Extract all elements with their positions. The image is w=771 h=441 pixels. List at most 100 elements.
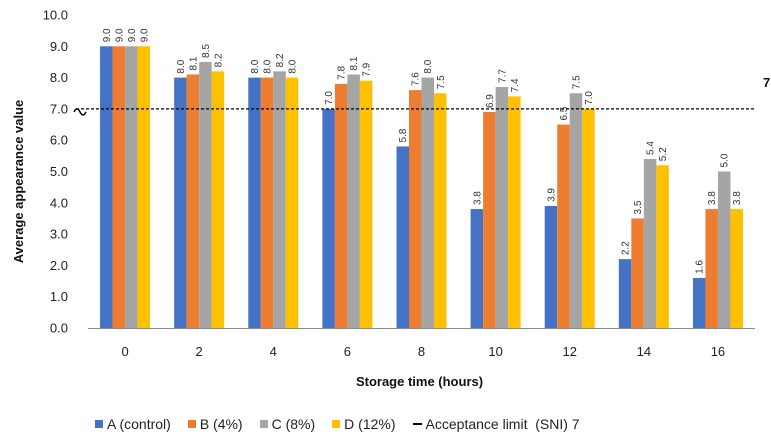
legend-label: D (12%)	[344, 416, 396, 432]
y-tick-label: 7.0	[50, 101, 68, 116]
legend-label: C (8%)	[271, 416, 316, 432]
bar	[483, 112, 496, 328]
data-label: 3.9	[546, 188, 557, 202]
data-label: 8.0	[176, 59, 187, 73]
data-label: 6.5	[559, 106, 570, 120]
data-label: 9.0	[114, 28, 125, 42]
legend-swatch	[332, 420, 341, 428]
bar	[544, 205, 558, 328]
bar	[508, 96, 521, 328]
data-label: 9.0	[139, 28, 150, 42]
legend-item: D (12%)	[332, 416, 396, 432]
bar-chart: 0.0 1.0 2.0 3.0 4.0 5.0 6.0 7.0 8.0 9.0 10.0 0 2 4 6 8…	[11, 8, 770, 390]
legend-item-acceptance-limit: Acceptance limit (SNI) 7	[412, 416, 580, 432]
data-label: 7.4	[510, 78, 521, 92]
x-tick-label: 8	[418, 344, 425, 359]
data-label: 6.9	[485, 94, 496, 108]
bar	[569, 93, 583, 328]
bar	[174, 77, 187, 328]
bar	[199, 61, 212, 328]
data-label: 8.5	[201, 44, 212, 58]
legend: A (control) B (4%) C (8%) D (12%) Acceptance…	[95, 416, 597, 432]
bar-series	[100, 46, 743, 329]
data-label: 3.8	[472, 191, 483, 205]
data-label: 8.0	[250, 59, 261, 73]
y-tick-labels: 0.0 1.0 2.0 3.0 4.0 5.0 6.0 7.0 8.0 9.0 10.0	[43, 8, 68, 336]
data-label: 8.0	[263, 59, 274, 73]
y-axis-title: Average appearance value	[11, 100, 26, 264]
legend-swatch	[95, 420, 103, 428]
bar	[260, 77, 274, 328]
data-label: 7.5	[436, 75, 447, 89]
data-label: 1.6	[695, 260, 706, 274]
data-label: 8.2	[213, 53, 224, 67]
legend-item: A (control)	[95, 416, 171, 432]
bar	[421, 77, 434, 328]
data-label: 7.7	[497, 69, 508, 83]
y-tick-label: 5.0	[50, 164, 68, 179]
data-label: 3.8	[707, 191, 718, 205]
data-label: 5.8	[398, 128, 409, 142]
legend-line-swatch	[412, 423, 422, 425]
x-tick-label: 0	[121, 344, 128, 359]
data-label: 7.6	[411, 72, 422, 86]
bar	[125, 46, 138, 329]
data-label: 8.0	[288, 59, 299, 73]
x-tick-label: 14	[637, 344, 651, 359]
bar	[409, 90, 422, 329]
bar	[557, 124, 570, 328]
y-tick-label: 4.0	[50, 195, 68, 210]
bar	[396, 146, 409, 328]
bar	[359, 80, 373, 328]
legend-swatch	[187, 420, 196, 428]
y-tick-label: 10.0	[43, 8, 68, 23]
bar	[112, 46, 126, 329]
x-axis-title: Storage time (hours)	[356, 374, 483, 389]
bar	[334, 83, 348, 328]
data-label: 3.8	[732, 191, 743, 205]
bar	[211, 71, 225, 328]
legend-item: B (4%)	[187, 416, 243, 432]
data-label: 7.9	[362, 62, 373, 76]
data-label: 9.0	[127, 28, 138, 42]
data-label: 8.1	[188, 56, 199, 70]
data-labels: 9.08.0 8.07.05.83.8 3.92.21.69.08.1 8.0 7.8 7…	[102, 28, 743, 274]
bar	[631, 218, 644, 328]
y-tick-label: 9.0	[50, 39, 68, 54]
data-label: 5.4	[646, 141, 657, 155]
x-tick-label: 6	[344, 344, 351, 359]
bar	[495, 86, 509, 329]
data-label: 7.0	[584, 91, 595, 105]
data-label: 5.2	[658, 147, 669, 161]
bar	[285, 77, 299, 328]
data-label: 8.2	[275, 53, 286, 67]
data-label: 7.0	[324, 91, 335, 105]
x-tick-label: 10	[488, 344, 502, 359]
y-tick-label: 8.0	[50, 70, 68, 85]
bar	[705, 209, 718, 328]
bar	[692, 277, 706, 328]
bar	[322, 108, 335, 329]
y-tick-label: 1.0	[50, 289, 68, 304]
bar	[273, 71, 286, 328]
bar	[470, 209, 484, 328]
data-label: 7.8	[337, 66, 348, 80]
data-label: 2.2	[621, 241, 632, 255]
legend-item: C (8%)	[259, 416, 316, 432]
legend-label: A (control)	[107, 416, 171, 432]
data-label: 9.0	[102, 28, 113, 42]
data-label: 8.1	[349, 56, 360, 70]
y-tick-label: 3.0	[50, 227, 68, 242]
data-label: 7.5	[571, 75, 582, 89]
y-tick-label: 2.0	[50, 258, 68, 273]
legend-label: Acceptance limit (SNI) 7	[425, 416, 580, 432]
y-tick-label: 0.0	[50, 321, 68, 336]
data-label: 3.5	[633, 200, 644, 214]
acceptance-limit-label: 7	[763, 75, 770, 90]
x-tick-label: 12	[562, 344, 576, 359]
bar	[582, 108, 595, 329]
bar	[717, 171, 731, 328]
bar	[656, 165, 669, 328]
legend-swatch	[259, 420, 268, 428]
data-label: 8.0	[423, 59, 434, 73]
